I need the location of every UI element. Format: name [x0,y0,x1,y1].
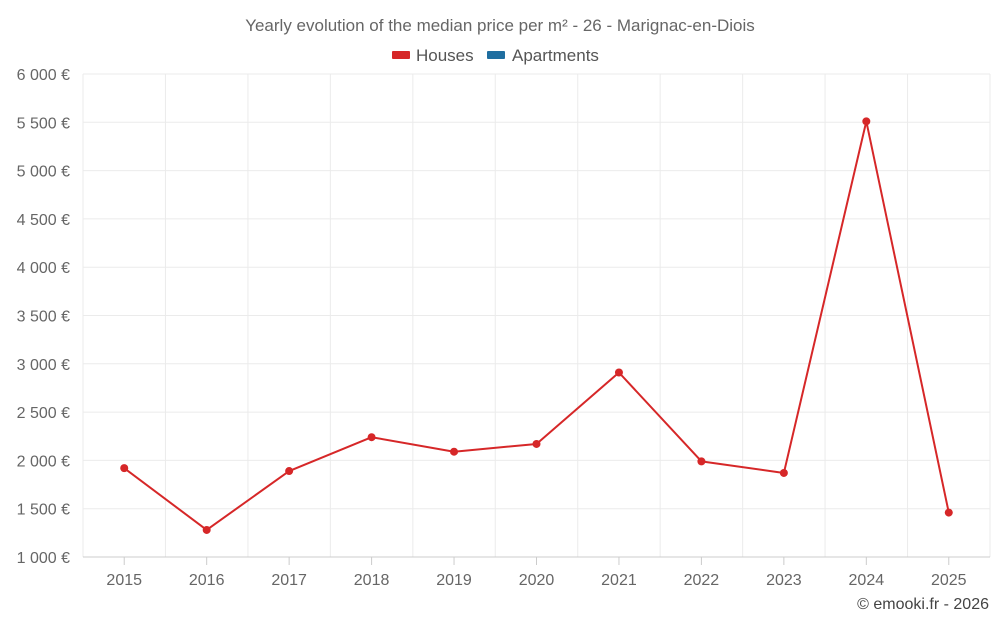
y-tick-label: 1 000 € [17,550,70,567]
y-tick-label: 5 000 € [17,164,70,181]
legend-label-apartments: Apartments [512,46,599,65]
x-tick-label: 2018 [354,572,390,589]
data-point-2020[interactable] [532,439,541,448]
y-tick-label: 3 000 € [17,357,70,374]
x-tick-label: 2023 [766,572,802,589]
data-point-2022[interactable] [697,457,706,466]
y-tick-label: 6 000 € [17,67,70,84]
x-tick-label: 2022 [684,572,720,589]
y-tick-label: 2 500 € [17,405,70,422]
x-tick-label: 2021 [601,572,637,589]
legend-swatch-houses [392,51,410,59]
data-point-2024[interactable] [862,117,871,126]
data-point-2019[interactable] [450,447,459,456]
x-tick-label: 2024 [849,572,885,589]
y-tick-label: 4 000 € [17,260,70,277]
y-axis-ticks: 1 000 € 1 500 € 2 000 € 2 500 € 3 000 € 3 500… [17,67,70,567]
x-tick-label: 2016 [189,572,225,589]
series-houses [120,117,953,534]
data-point-2016[interactable] [202,525,211,534]
y-tick-label: 2 000 € [17,453,70,470]
x-tick-label: 2025 [931,572,967,589]
y-tick-label: 4 500 € [17,212,70,229]
credit-text: © emooki.fr - 2026 [857,596,989,613]
data-point-2021[interactable] [614,368,623,377]
legend: Houses Apartments [392,46,599,65]
data-point-2015[interactable] [120,464,129,473]
data-point-2018[interactable] [367,433,376,442]
y-tick-label: 3 500 € [17,309,70,326]
legend-swatch-apartments [487,51,505,59]
x-tick-label: 2019 [436,572,472,589]
data-point-2025[interactable] [944,508,953,517]
legend-item-apartments[interactable]: Apartments [487,46,599,65]
y-tick-label: 1 500 € [17,502,70,519]
legend-label-houses: Houses [416,46,474,65]
x-tick-label: 2017 [271,572,307,589]
gridlines [82,73,991,558]
x-tick-label: 2015 [106,572,142,589]
chart-title: Yearly evolution of the median price per… [245,16,755,35]
data-point-2023[interactable] [779,468,788,477]
legend-item-houses[interactable]: Houses [392,46,474,65]
y-tick-label: 5 500 € [17,115,70,132]
x-axis-ticks: 2015 2016 2017 2018 2019 2020 2021 2022 2023 2024… [106,557,967,589]
x-tick-label: 2020 [519,572,555,589]
data-point-2017[interactable] [285,467,294,476]
